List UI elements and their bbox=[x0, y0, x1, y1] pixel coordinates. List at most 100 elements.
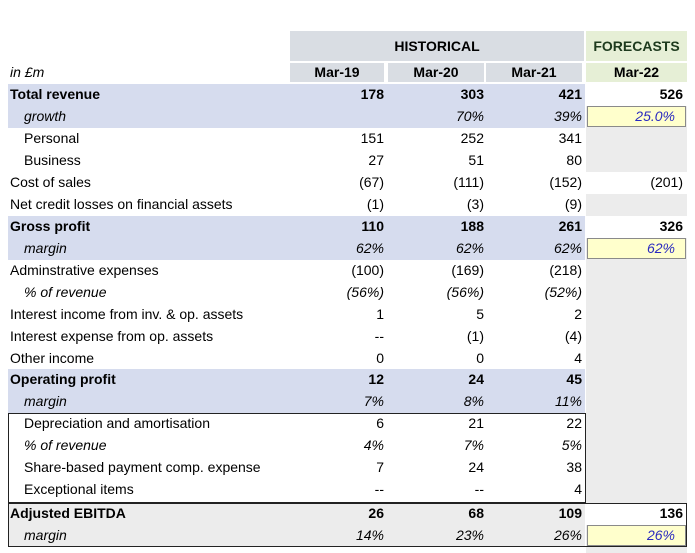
cell: (56%) bbox=[446, 284, 484, 300]
row-label-da-pct: % of revenue bbox=[24, 437, 107, 453]
cell: (152) bbox=[549, 174, 582, 190]
cell: (1) bbox=[466, 328, 484, 344]
row-label-operating-profit: Operating profit bbox=[10, 371, 116, 387]
historical-header: HISTORICAL bbox=[290, 31, 584, 61]
cell: 341 bbox=[558, 130, 582, 146]
period-header-mar20: Mar-20 bbox=[388, 63, 484, 82]
row-band-op-margin bbox=[8, 391, 585, 413]
gp-margin-forecast-input[interactable]: 62% bbox=[587, 238, 686, 259]
cell: 27 bbox=[368, 152, 384, 168]
cell: 80 bbox=[566, 152, 582, 168]
cell: 26 bbox=[368, 505, 384, 521]
cell: (56%) bbox=[346, 284, 384, 300]
cell: 62% bbox=[355, 240, 384, 256]
cell: -- bbox=[474, 481, 484, 497]
row-label-gp-margin: margin bbox=[24, 240, 67, 256]
cell: 4% bbox=[363, 437, 384, 453]
cell: 38 bbox=[566, 459, 582, 475]
row-label-interest-expense: Interest expense from op. assets bbox=[10, 328, 214, 344]
cell: 188 bbox=[460, 218, 484, 234]
cell: (1) bbox=[366, 196, 384, 212]
row-band-gross-profit bbox=[8, 216, 585, 238]
row-label-exceptional: Exceptional items bbox=[24, 481, 134, 497]
cell: -- bbox=[374, 481, 384, 497]
cell: 252 bbox=[460, 130, 484, 146]
cell: (111) bbox=[453, 174, 484, 190]
cell: 110 bbox=[361, 218, 384, 234]
cell: 7 bbox=[376, 459, 384, 475]
row-band-adj-ebitda bbox=[8, 503, 585, 525]
row-band-op-profit bbox=[8, 369, 585, 391]
forecast-column-band bbox=[586, 84, 687, 553]
cell: 8% bbox=[463, 393, 484, 409]
cell: 11% bbox=[555, 393, 582, 409]
cell: 7% bbox=[363, 393, 384, 409]
row-label-personal: Personal bbox=[24, 130, 80, 146]
cell: 5 bbox=[476, 306, 484, 322]
row-label-cost-of-sales: Cost of sales bbox=[10, 174, 91, 190]
adjustments-box bbox=[8, 413, 586, 503]
forecast-revenue-bg bbox=[586, 84, 687, 106]
row-band-gp-margin bbox=[8, 238, 585, 260]
cell: 24 bbox=[468, 371, 484, 387]
row-label-total-revenue: Total revenue bbox=[10, 86, 100, 102]
row-label-credit-losses: Net credit losses on financial assets bbox=[10, 196, 233, 212]
row-label-op-margin: margin bbox=[24, 393, 67, 409]
cell: 5% bbox=[561, 437, 582, 453]
cell: (169) bbox=[451, 262, 484, 278]
forecast-ebitda-bg bbox=[586, 503, 687, 525]
period-header-mar19: Mar-19 bbox=[290, 63, 384, 82]
row-band-total-revenue bbox=[8, 84, 585, 106]
cell: (201) bbox=[650, 174, 683, 190]
cell: 303 bbox=[460, 86, 484, 102]
cell: 12 bbox=[368, 371, 384, 387]
cell: 421 bbox=[558, 86, 582, 102]
row-label-growth: growth bbox=[24, 108, 67, 124]
cell: 109 bbox=[558, 505, 582, 521]
row-label-sbp: Share-based payment comp. expense bbox=[24, 459, 261, 475]
cell: 70% bbox=[455, 108, 484, 124]
cell: 22 bbox=[566, 415, 582, 431]
row-label-admin: Adminstrative expenses bbox=[10, 262, 159, 278]
row-label-interest-income: Interest income from inv. & op. assets bbox=[10, 306, 244, 322]
cell: 178 bbox=[360, 86, 384, 102]
cell: 68 bbox=[468, 505, 484, 521]
row-label-other-income: Other income bbox=[10, 350, 95, 366]
forecast-gp-bg bbox=[586, 216, 687, 238]
row-band-ebitda-margin bbox=[8, 525, 585, 547]
cell: 26% bbox=[553, 527, 582, 543]
cell: (9) bbox=[564, 196, 582, 212]
cell: -- bbox=[374, 328, 384, 344]
cell: 1 bbox=[376, 306, 384, 322]
row-label-business: Business bbox=[24, 152, 81, 168]
cell: (218) bbox=[549, 262, 582, 278]
unit-label: in £m bbox=[10, 64, 45, 80]
period-header-mar22: Mar-22 bbox=[586, 63, 687, 82]
cell: 0 bbox=[376, 350, 384, 366]
row-band-growth bbox=[8, 106, 585, 128]
cell: 23% bbox=[455, 527, 484, 543]
cell: 4 bbox=[574, 350, 582, 366]
cell: 4 bbox=[574, 481, 582, 497]
cell: (3) bbox=[466, 196, 484, 212]
cell: 62% bbox=[455, 240, 484, 256]
cell: 526 bbox=[659, 86, 683, 102]
ebitda-margin-forecast-input[interactable]: 26% bbox=[587, 525, 686, 546]
cell: 51 bbox=[468, 152, 484, 168]
cell: 14% bbox=[355, 527, 384, 543]
period-header-mar21: Mar-21 bbox=[486, 63, 582, 82]
growth-forecast-input[interactable]: 25.0% bbox=[587, 106, 686, 127]
row-label-da: Depreciation and amortisation bbox=[24, 415, 210, 431]
row-label-gross-profit: Gross profit bbox=[10, 218, 91, 234]
cell: 326 bbox=[659, 218, 683, 234]
cell: 7% bbox=[463, 437, 484, 453]
cell: 151 bbox=[360, 130, 384, 146]
cell: 2 bbox=[574, 306, 582, 322]
cell: 62% bbox=[553, 240, 582, 256]
cell: (52%) bbox=[544, 284, 582, 300]
ebitda-box bbox=[8, 503, 687, 547]
cell: 0 bbox=[476, 350, 484, 366]
cell: 45 bbox=[566, 371, 582, 387]
cell: 136 bbox=[659, 505, 683, 521]
cell: (4) bbox=[564, 328, 582, 344]
